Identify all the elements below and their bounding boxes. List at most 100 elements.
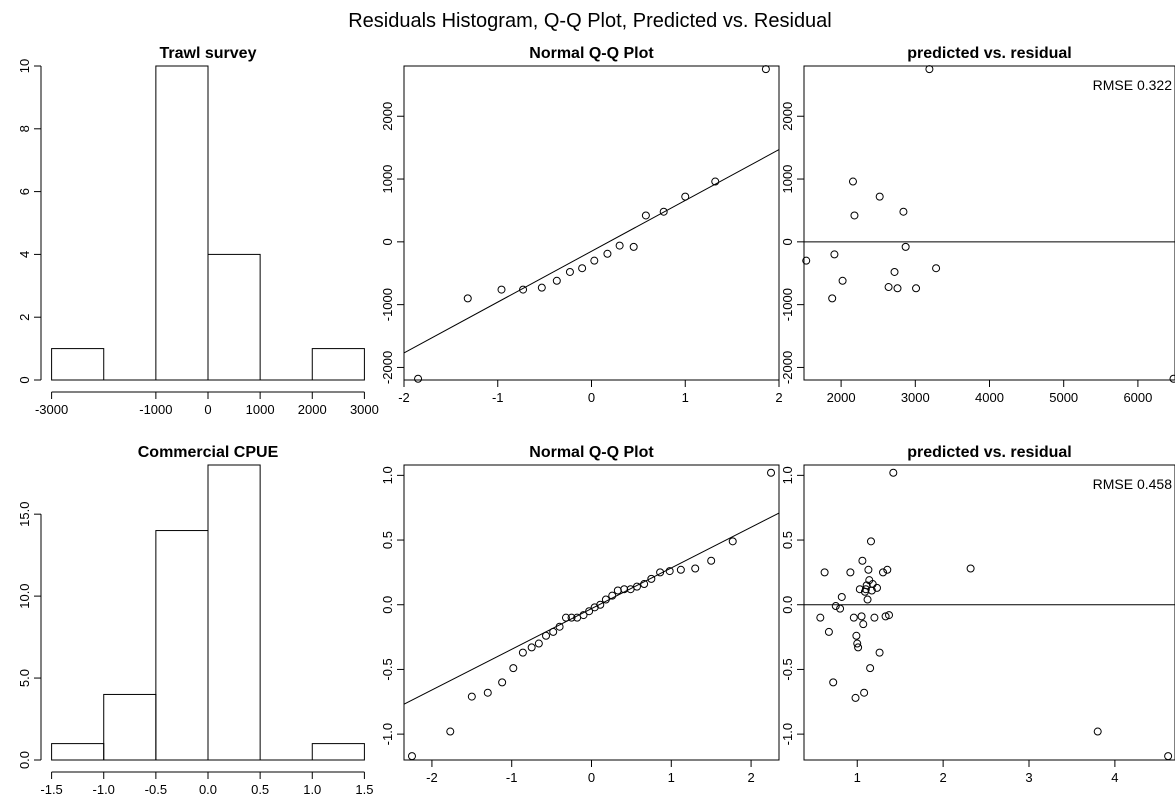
histogram-bar	[311, 348, 365, 381]
x-tick-label: 5000	[1049, 390, 1078, 405]
data-point	[854, 643, 863, 652]
data-point	[561, 613, 570, 622]
plot-frame	[803, 464, 1175, 761]
data-point	[866, 537, 875, 546]
data-point	[711, 177, 720, 186]
y-tick-label: 0	[380, 238, 395, 245]
panel-title: Normal Q-Q Plot	[529, 45, 654, 62]
x-tick-label: 2	[775, 390, 782, 405]
x-tick-label: 4000	[975, 390, 1004, 405]
data-point	[802, 256, 811, 265]
data-point	[676, 565, 685, 574]
data-point	[483, 688, 492, 697]
data-point	[853, 639, 862, 648]
y-tick-label: 2	[17, 314, 32, 321]
data-point	[849, 613, 858, 622]
panel-4: Commercial CPUE 0.0 5.0 10.0 15.0 -1.5 -1.0 -0.…	[17, 444, 373, 797]
y-tick-label: 10.0	[17, 583, 32, 608]
y-tick-label: -1000	[780, 288, 795, 321]
data-point	[647, 574, 656, 583]
x-tick-label: 2000	[827, 390, 856, 405]
data-point	[824, 627, 833, 636]
data-point	[555, 622, 564, 631]
data-point	[632, 582, 641, 591]
data-point	[601, 595, 610, 604]
y-tick-label: -0.5	[380, 658, 395, 680]
x-tick-label: -1	[506, 770, 518, 785]
plot-frame	[403, 65, 780, 381]
x-tick-label: 1	[668, 770, 675, 785]
y-tick-label: 6	[17, 188, 32, 195]
data-point	[838, 276, 847, 285]
data-point	[1169, 374, 1175, 383]
data-point	[579, 611, 588, 620]
data-point	[858, 556, 867, 565]
data-point	[509, 664, 518, 673]
x-tick-label: 0	[204, 402, 211, 417]
y-tick-label: 15.0	[17, 502, 32, 527]
data-point	[862, 581, 871, 590]
data-point	[608, 591, 617, 600]
data-point	[446, 727, 455, 736]
x-tick-label: -1.5	[40, 782, 62, 797]
data-point	[728, 537, 737, 546]
panel-2: Normal Q-Q Plot -2000 -1000 0 1000 2000 -2 -1 0 1…	[380, 45, 783, 405]
data-point	[665, 567, 674, 576]
x-tick-label: 4	[1111, 770, 1118, 785]
plot-frame	[803, 65, 1175, 381]
y-tick-label: -0.5	[780, 658, 795, 680]
data-point	[859, 620, 868, 629]
data-point	[866, 664, 875, 673]
data-point	[893, 284, 902, 293]
histogram-bar	[207, 464, 261, 761]
data-point	[863, 595, 872, 604]
plot-frame	[403, 464, 780, 761]
data-point	[925, 65, 934, 74]
data-point	[659, 207, 668, 216]
data-point	[872, 583, 881, 592]
x-tick-label: 1.5	[355, 782, 373, 797]
x-tick-label: -2	[426, 770, 438, 785]
y-tick-label: 10	[17, 59, 32, 73]
histogram-bar	[155, 65, 209, 381]
data-point	[527, 643, 536, 652]
panel-5: Normal Q-Q Plot -1.0 -0.5 0.0 0.5 1.0 -2 -1 0 1 2	[380, 444, 780, 785]
data-point	[820, 568, 829, 577]
x-tick-label: 3000	[901, 390, 930, 405]
x-tick-label: 0.0	[199, 782, 217, 797]
data-point	[1164, 752, 1173, 761]
data-point	[629, 242, 638, 251]
data-point	[864, 565, 873, 574]
data-point	[875, 648, 884, 657]
data-point	[879, 568, 888, 577]
x-tick-label: 1000	[246, 402, 275, 417]
data-point	[767, 468, 776, 477]
data-point	[761, 65, 770, 74]
data-point	[870, 613, 879, 622]
y-tick-label: 0	[780, 238, 795, 245]
data-point	[860, 688, 869, 697]
data-point	[884, 283, 893, 292]
y-tick-label: 0.0	[17, 751, 32, 769]
data-point	[889, 468, 898, 477]
y-tick-label: 2000	[780, 102, 795, 131]
histogram-bar	[311, 743, 365, 761]
histogram-bar	[207, 253, 261, 381]
y-tick-label: -2000	[380, 351, 395, 384]
x-tick-label: 0.5	[251, 782, 269, 797]
data-point	[552, 276, 561, 285]
data-point	[830, 250, 839, 259]
data-point	[620, 585, 629, 594]
data-point	[518, 648, 527, 657]
data-point	[407, 752, 416, 761]
x-tick-label: 1.0	[303, 782, 321, 797]
histogram-bar	[155, 530, 209, 761]
y-tick-label: -1.0	[780, 723, 795, 745]
data-point	[567, 613, 576, 622]
panel-title: Commercial CPUE	[138, 444, 279, 461]
x-tick-label: -1.0	[93, 782, 115, 797]
data-point	[549, 627, 558, 636]
y-tick-label: 1000	[780, 165, 795, 194]
data-point	[852, 631, 861, 640]
